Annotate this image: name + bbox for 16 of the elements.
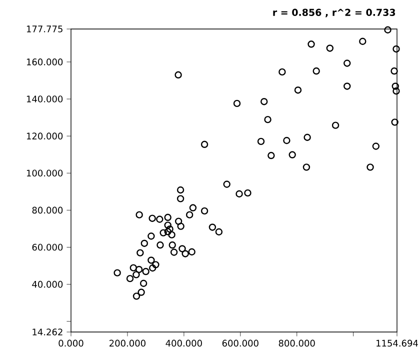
x-tick-label: 0.000 bbox=[58, 340, 84, 347]
x-tick-label: 800.000 bbox=[278, 340, 315, 347]
y-tick-label: 100.000 bbox=[26, 170, 63, 177]
y-tick-label: 160.000 bbox=[26, 58, 63, 66]
y-tick-label: 177.775 bbox=[26, 26, 62, 32]
y-tick-label: 14.262 bbox=[32, 328, 62, 336]
x-tick-label: 200.000 bbox=[110, 340, 146, 347]
y-tick-label: 40.000 bbox=[32, 280, 63, 288]
text: r = 0.856 , r^2 = 0.733 bbox=[273, 8, 396, 18]
x-tick-label: 600.000 bbox=[222, 340, 258, 347]
y-tick-label: 140.000 bbox=[26, 96, 63, 102]
x-tick-label: 1154.694 bbox=[376, 340, 418, 347]
x-tick-label: 400.000 bbox=[166, 340, 202, 347]
y-tick-label: 120.000 bbox=[26, 132, 63, 140]
y-tick-label: 60.000 bbox=[32, 244, 63, 251]
y-tick-label: 80.000 bbox=[32, 206, 63, 214]
